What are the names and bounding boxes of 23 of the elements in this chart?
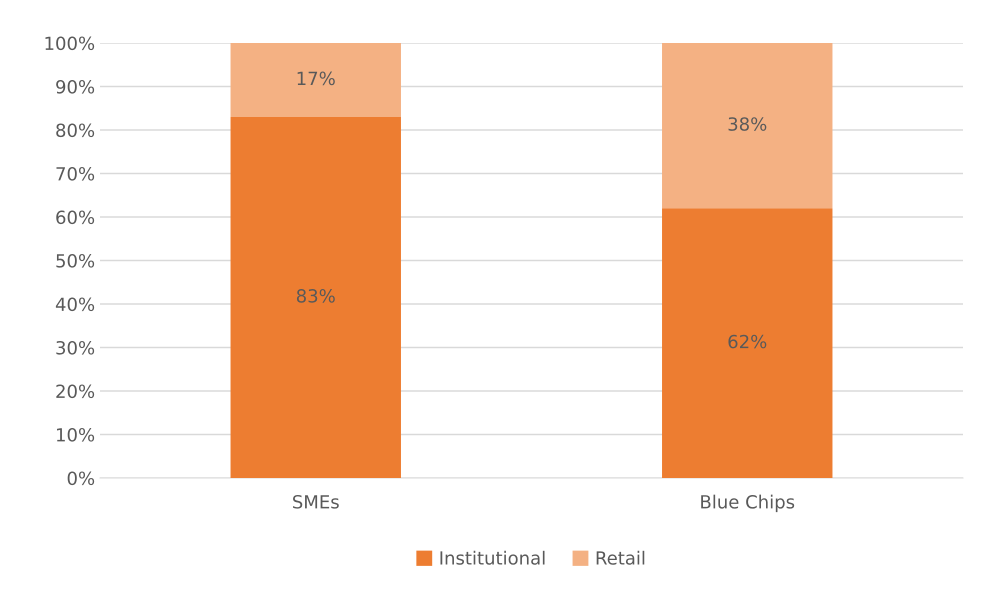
y-tick-label: 10% — [56, 428, 94, 442]
y-tick-label: 70% — [56, 166, 94, 181]
bar — [662, 208, 832, 478]
x-tick-label: SMEs — [293, 494, 339, 509]
bar — [230, 43, 401, 117]
data-label: 17% — [298, 72, 335, 86]
y-tick-label: 100% — [46, 36, 94, 50]
y-tick-label: 30% — [56, 340, 94, 355]
y-tick-label: 50% — [56, 254, 94, 268]
y-tick-label: 40% — [56, 297, 94, 312]
y-tick-label: 80% — [56, 123, 94, 138]
y-tick-label: 20% — [56, 384, 94, 398]
legend-label: Retail — [596, 550, 644, 565]
bar — [662, 43, 832, 208]
y-tick-label: 0% — [68, 471, 94, 486]
y-tick-label: 60% — [56, 210, 94, 224]
data-label: 38% — [728, 117, 766, 131]
data-label: 62% — [728, 334, 766, 348]
y-tick-label: 90% — [56, 80, 94, 94]
data-label: 83% — [296, 289, 335, 303]
x-tick-label: Blue Chips — [701, 494, 794, 512]
bar — [230, 116, 401, 478]
legend-label: Institutional — [440, 550, 544, 565]
